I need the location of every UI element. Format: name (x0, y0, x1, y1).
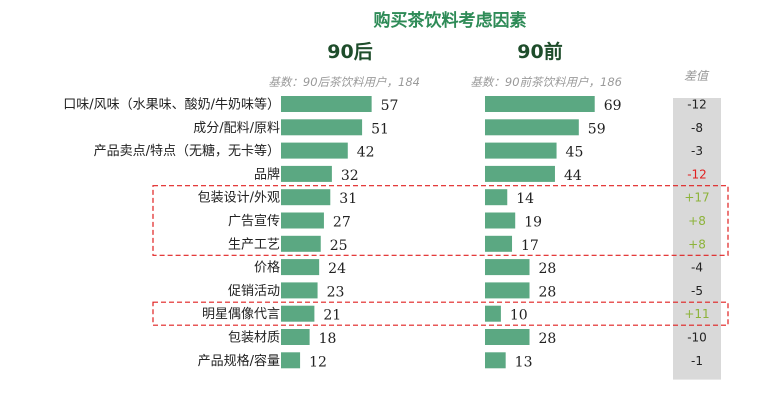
data-label-series-1: 21 (323, 308, 341, 324)
chart-title: 购买茶饮料考虑因素 (374, 10, 527, 31)
bar-series-2 (485, 189, 508, 206)
chart-row: 价格 24 28 -4 (254, 259, 703, 277)
chart-row: 品牌 32 44 -12 (254, 165, 707, 184)
difference-header: 差值 (684, 69, 710, 83)
category-label: 价格 (254, 260, 280, 276)
data-label-series-1: 27 (333, 215, 351, 231)
bar-series-2 (485, 282, 530, 299)
category-label: 产品规格/容量 (198, 353, 280, 369)
bar-series-1 (281, 235, 321, 252)
category-label: 广告宣传 (228, 213, 280, 229)
chart-row: 包装材质 18 28 -10 (228, 329, 707, 347)
data-label-series-1: 23 (327, 284, 345, 300)
category-label: 品牌 (254, 166, 280, 182)
category-label: 包装材质 (228, 331, 280, 346)
category-label: 包装设计/外观 (198, 191, 280, 206)
bar-series-2 (485, 305, 501, 322)
bar-series-1 (281, 352, 301, 369)
data-label-series-2: 28 (539, 331, 557, 347)
data-label-series-2: 13 (515, 354, 533, 370)
data-label-series-2: 10 (510, 308, 528, 324)
bar-series-1 (281, 259, 320, 276)
bar-series-2 (485, 212, 516, 229)
data-label-series-1: 32 (341, 168, 359, 184)
chart-row: 口味/风味（水果味、酸奶/牛奶味等） 57 69 -12 (63, 96, 707, 114)
difference-value: -5 (691, 284, 703, 298)
data-label-series-1: 24 (328, 261, 346, 277)
data-label-series-2: 44 (564, 168, 582, 184)
highlight-boxes (152, 185, 729, 326)
data-label-series-1: 18 (319, 331, 337, 347)
data-label-series-2: 28 (539, 284, 557, 300)
data-label-series-1: 12 (309, 354, 327, 370)
series-2-name: 90前 (517, 40, 562, 63)
difference-bg-rect (673, 98, 721, 380)
difference-value: -1 (691, 354, 703, 368)
bar-series-1 (281, 212, 324, 229)
difference-value: +11 (684, 307, 709, 321)
data-label-series-2: 19 (524, 215, 542, 231)
bar-series-1 (281, 305, 315, 322)
chart-row: 明星偶像代言 21 10 +11 (202, 305, 710, 324)
highlight-box (152, 301, 729, 326)
chart-row: 促销活动 23 28 -5 (228, 282, 703, 300)
difference-value: -3 (691, 144, 703, 158)
bar-series-1 (281, 282, 318, 299)
bar-series-2 (485, 329, 530, 345)
data-label-series-1: 25 (330, 238, 348, 254)
bar-series-2 (485, 119, 579, 136)
bar-series-1 (281, 189, 331, 206)
bar-series-2 (485, 235, 513, 252)
data-label-series-2: 45 (566, 145, 584, 161)
category-label: 口味/风味（水果味、酸奶/牛奶味等） (63, 97, 280, 113)
chart-rows: 口味/风味（水果味、酸奶/牛奶味等） 57 69 -12 成分/配料/原料 51 59 -8 产… (63, 96, 710, 370)
bar-series-2 (485, 96, 595, 112)
bar-series-1 (281, 329, 310, 345)
data-label-series-1: 57 (381, 98, 399, 114)
data-label-series-1: 31 (339, 191, 357, 207)
category-label: 促销活动 (228, 284, 280, 299)
highlight-box (152, 185, 729, 256)
difference-value: +17 (684, 191, 709, 205)
difference-value: -8 (691, 121, 703, 135)
series-2-base: 基数：90前茶饮料用户，186 (470, 75, 622, 89)
chart-row: 广告宣传 27 19 +8 (228, 212, 706, 231)
data-label-series-2: 14 (516, 191, 534, 207)
difference-value: -12 (687, 98, 707, 112)
bar-series-1 (281, 96, 372, 112)
data-label-series-2: 59 (588, 121, 606, 137)
bar-series-1 (281, 165, 332, 182)
chart-row: 成分/配料/原料 51 59 -8 (193, 119, 703, 137)
difference-value: -4 (691, 261, 703, 275)
difference-value: +8 (688, 214, 706, 228)
bar-series-2 (485, 165, 555, 182)
bar-series-2 (485, 259, 530, 276)
difference-value: -12 (687, 167, 707, 181)
series-1-base: 基数：90后茶饮料用户，184 (268, 75, 420, 89)
difference-value: -10 (687, 331, 707, 345)
chart-row: 包装设计/外观 31 14 +17 (198, 189, 710, 207)
chart-row: 产品规格/容量 12 13 -1 (198, 352, 703, 370)
data-label-series-2: 28 (539, 261, 557, 277)
series-1-name: 90后 (327, 41, 372, 63)
difference-column-background (673, 98, 721, 380)
category-label: 成分/配料/原料 (193, 121, 280, 136)
difference-value: +8 (688, 237, 706, 251)
chart-row: 生产工艺 25 17 +8 (228, 235, 706, 254)
category-label: 明星偶像代言 (202, 307, 280, 322)
data-label-series-2: 69 (604, 98, 622, 114)
bar-series-2 (485, 142, 557, 159)
category-label: 产品卖点/特点（无糖，无卡等） (94, 143, 280, 159)
chart-row: 产品卖点/特点（无糖，无卡等） 42 45 -3 (94, 142, 703, 161)
category-label: 生产工艺 (228, 237, 280, 252)
bar-series-2 (485, 352, 506, 369)
data-label-series-1: 42 (357, 145, 375, 161)
bar-series-1 (281, 119, 363, 136)
bar-series-1 (281, 142, 348, 159)
data-label-series-2: 17 (521, 238, 539, 254)
data-label-series-1: 51 (371, 121, 389, 137)
